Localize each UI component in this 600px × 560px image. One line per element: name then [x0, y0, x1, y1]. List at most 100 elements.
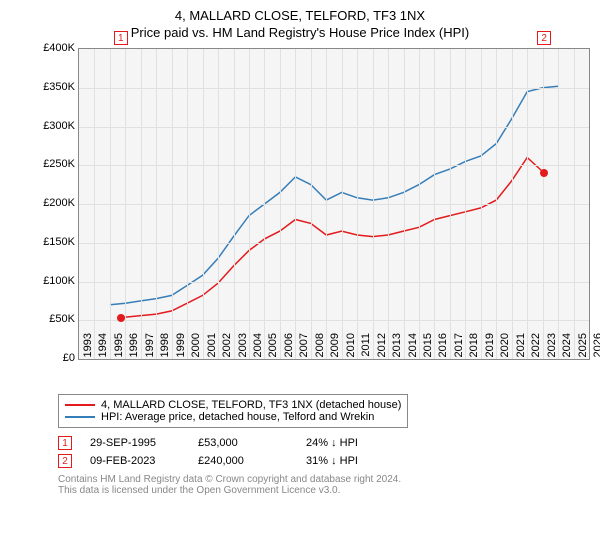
- x-axis-label: 1997: [144, 333, 156, 363]
- gridline-v: [434, 49, 435, 359]
- x-axis-label: 1998: [159, 333, 171, 363]
- x-axis-label: 2004: [252, 333, 264, 363]
- gridline-v: [373, 49, 374, 359]
- x-axis-label: 1993: [82, 333, 94, 363]
- gridline-v: [326, 49, 327, 359]
- gridline-v: [574, 49, 575, 359]
- legend-item: 4, MALLARD CLOSE, TELFORD, TF3 1NX (deta…: [65, 399, 401, 411]
- y-axis-label: £300K: [35, 120, 75, 132]
- gridline-v: [218, 49, 219, 359]
- x-axis-label: 2009: [329, 333, 341, 363]
- y-axis-label: £250K: [35, 158, 75, 170]
- gridline-v: [465, 49, 466, 359]
- x-axis-label: 2015: [422, 333, 434, 363]
- gridline-v: [481, 49, 482, 359]
- x-axis-label: 2012: [376, 333, 388, 363]
- gridline-v: [388, 49, 389, 359]
- x-axis-label: 2008: [314, 333, 326, 363]
- transaction-date: 29-SEP-1995: [90, 437, 180, 449]
- x-axis-label: 2003: [237, 333, 249, 363]
- gridline-v: [496, 49, 497, 359]
- x-axis-label: 1994: [97, 333, 109, 363]
- x-axis-label: 2013: [391, 333, 403, 363]
- gridline-v: [295, 49, 296, 359]
- x-axis-label: 2020: [499, 333, 511, 363]
- gridline-v: [450, 49, 451, 359]
- y-axis-label: £200K: [35, 197, 75, 209]
- x-axis-label: 2000: [190, 333, 202, 363]
- x-axis-label: 1999: [175, 333, 187, 363]
- gridline-v: [404, 49, 405, 359]
- transaction-date: 09-FEB-2023: [90, 455, 180, 467]
- x-axis-label: 2018: [468, 333, 480, 363]
- transaction-diff: 31% ↓ HPI: [306, 455, 396, 467]
- page-title: 4, MALLARD CLOSE, TELFORD, TF3 1NX: [8, 8, 592, 23]
- transaction-marker: 2: [58, 454, 72, 468]
- gridline-v: [187, 49, 188, 359]
- footer-line-1: Contains HM Land Registry data © Crown c…: [58, 474, 592, 485]
- page-subtitle: Price paid vs. HM Land Registry's House …: [8, 25, 592, 40]
- transaction-row: 1 29-SEP-1995 £53,000 24% ↓ HPI: [58, 436, 592, 450]
- gridline-v: [543, 49, 544, 359]
- legend-label: 4, MALLARD CLOSE, TELFORD, TF3 1NX (deta…: [101, 399, 401, 411]
- x-axis-label: 2002: [221, 333, 233, 363]
- gridline-v: [342, 49, 343, 359]
- transaction-table: 1 29-SEP-1995 £53,000 24% ↓ HPI 2 09-FEB-2023…: [58, 436, 592, 468]
- legend-label: HPI: Average price, detached house, Telf…: [101, 411, 374, 423]
- gridline-v: [357, 49, 358, 359]
- x-axis-label: 2011: [360, 333, 372, 363]
- legend-swatch: [65, 404, 95, 406]
- legend-item: HPI: Average price, detached house, Telf…: [65, 411, 401, 423]
- footer-attribution: Contains HM Land Registry data © Crown c…: [58, 474, 592, 496]
- x-axis-label: 2026: [592, 333, 600, 363]
- y-axis-label: £400K: [35, 42, 75, 54]
- x-axis-label: 1995: [113, 333, 125, 363]
- y-axis-label: £50K: [35, 313, 75, 325]
- transaction-diff: 24% ↓ HPI: [306, 437, 396, 449]
- footer-line-2: This data is licensed under the Open Gov…: [58, 485, 592, 496]
- marker-2: 2: [537, 31, 551, 45]
- x-axis-label: 2016: [437, 333, 449, 363]
- transaction-row: 2 09-FEB-2023 £240,000 31% ↓ HPI: [58, 454, 592, 468]
- chart-legend: 4, MALLARD CLOSE, TELFORD, TF3 1NX (deta…: [58, 394, 408, 428]
- data-point: [117, 314, 125, 322]
- x-axis-label: 1996: [128, 333, 140, 363]
- gridline-v: [280, 49, 281, 359]
- gridline-v: [94, 49, 95, 359]
- data-point: [540, 169, 548, 177]
- x-axis-label: 2017: [453, 333, 465, 363]
- x-axis-label: 2010: [345, 333, 357, 363]
- gridline-v: [156, 49, 157, 359]
- x-axis-label: 2024: [561, 333, 573, 363]
- gridline-v: [110, 49, 111, 359]
- x-axis-label: 2019: [484, 333, 496, 363]
- series-hpi: [110, 86, 558, 305]
- gridline-v: [527, 49, 528, 359]
- transaction-price: £240,000: [198, 455, 288, 467]
- transaction-price: £53,000: [198, 437, 288, 449]
- x-axis-label: 2021: [515, 333, 527, 363]
- y-axis-label: £150K: [35, 236, 75, 248]
- y-axis-label: £0: [35, 352, 75, 364]
- legend-swatch: [65, 416, 95, 418]
- x-axis-label: 2022: [530, 333, 542, 363]
- x-axis-label: 2007: [298, 333, 310, 363]
- y-axis-label: £100K: [35, 275, 75, 287]
- gridline-v: [264, 49, 265, 359]
- gridline-v: [125, 49, 126, 359]
- y-axis-label: £350K: [35, 81, 75, 93]
- x-axis-label: 2014: [407, 333, 419, 363]
- gridline-v: [203, 49, 204, 359]
- gridline-v: [311, 49, 312, 359]
- x-axis-label: 2001: [206, 333, 218, 363]
- gridline-v: [512, 49, 513, 359]
- gridline-v: [172, 49, 173, 359]
- gridline-v: [234, 49, 235, 359]
- price-chart: 12 £0£50K£100K£150K£200K£250K£300K£350K£…: [33, 48, 593, 388]
- transaction-marker: 1: [58, 436, 72, 450]
- x-axis-label: 2025: [577, 333, 589, 363]
- gridline-v: [558, 49, 559, 359]
- x-axis-label: 2006: [283, 333, 295, 363]
- x-axis-label: 2023: [546, 333, 558, 363]
- x-axis-label: 2005: [267, 333, 279, 363]
